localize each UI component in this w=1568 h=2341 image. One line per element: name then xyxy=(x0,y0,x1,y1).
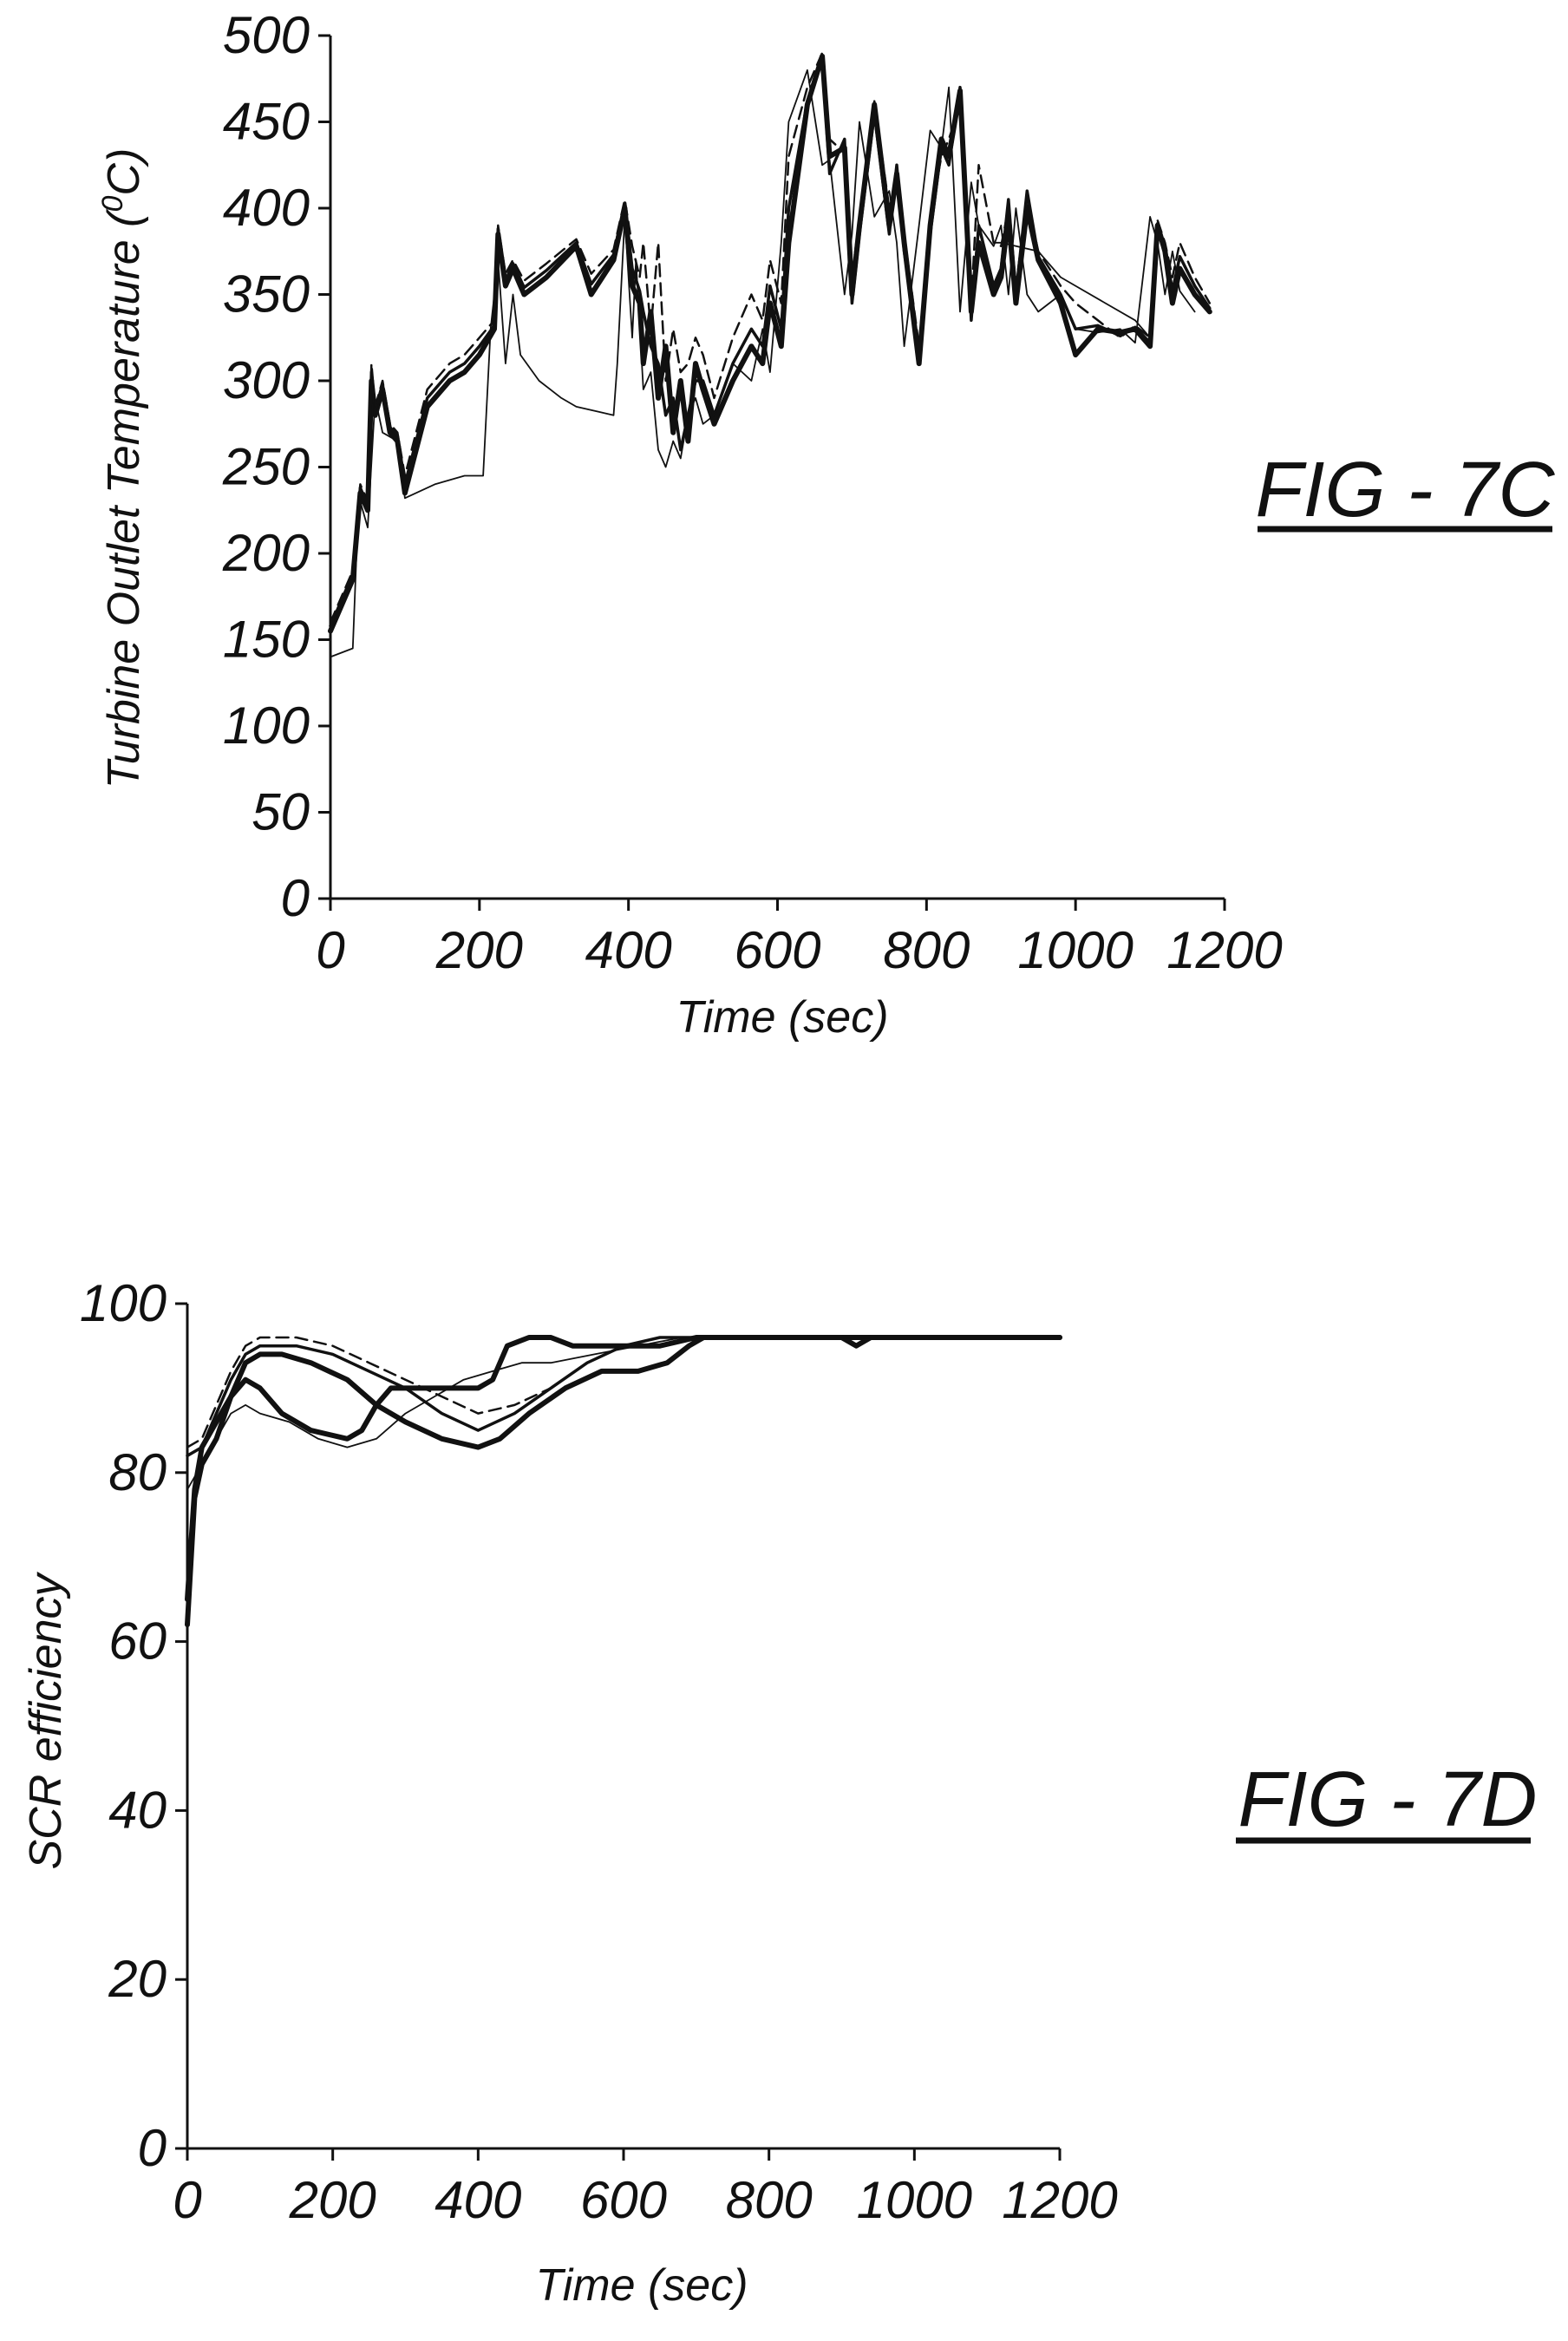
x-axis-label: Time (sec) xyxy=(535,2260,748,2311)
y-axis-label-superscript: 0 xyxy=(96,196,129,213)
y-tick-label: 0 xyxy=(138,2119,167,2177)
series-line-2 xyxy=(329,58,1212,628)
x-axis-label: Time (sec) xyxy=(676,992,888,1043)
y-tick-label: 350 xyxy=(223,265,310,324)
series-line-3 xyxy=(330,69,1196,658)
x-tick-label: 1200 xyxy=(1002,2171,1117,2229)
x-tick-label: 800 xyxy=(883,921,970,979)
series-line-1 xyxy=(185,1335,1062,1602)
y-axis-label: Turbine Outlet Temperature (0C) xyxy=(96,148,149,789)
x-tick-label: 200 xyxy=(289,2171,376,2229)
y-axis-label: SCR efficiency xyxy=(21,1572,71,1870)
x-tick-label: 400 xyxy=(434,2171,521,2229)
y-tick-label: 50 xyxy=(252,783,310,841)
x-tick-label: 400 xyxy=(585,921,672,979)
series-line-0 xyxy=(185,1335,1062,1628)
y-tick-label: 150 xyxy=(223,611,310,669)
x-tick-label: 1000 xyxy=(1017,921,1133,979)
figure-label-7c: FIG - 7C xyxy=(1255,447,1555,533)
y-tick-label: 100 xyxy=(80,1274,167,1332)
y-tick-label: 60 xyxy=(108,1612,167,1671)
series-line-2 xyxy=(186,1336,1062,1448)
y-tick-label: 0 xyxy=(281,869,310,927)
series-line-4 xyxy=(992,241,1151,339)
y-tick-label: 500 xyxy=(223,6,310,64)
y-tick-label: 40 xyxy=(108,1781,167,1839)
x-tick-label: 1200 xyxy=(1166,921,1282,979)
series-line-0 xyxy=(328,53,1212,634)
x-tick-label: 800 xyxy=(726,2171,813,2229)
x-tick-label: 0 xyxy=(173,2171,201,2229)
x-tick-label: 0 xyxy=(316,921,344,979)
y-axis-label-text: Turbine Outlet Temperature ( xyxy=(99,208,149,788)
y-tick-label: 400 xyxy=(223,179,310,237)
y-tick-label: 200 xyxy=(222,524,310,582)
chart-fig-7c: 0 200 400 600 800 1000 1200 0 50 100 150 200 250 300 3… xyxy=(96,6,1283,1043)
y-tick-label: 80 xyxy=(108,1443,167,1501)
figure-label-7d: FIG - 7D xyxy=(1238,1756,1537,1843)
y-tick-label: 100 xyxy=(223,696,310,755)
y-axis-label-unit: C) xyxy=(99,148,149,196)
chart-fig-7d: 0 200 400 600 800 1000 1200 0 20 40 60 80 100 Time (… xyxy=(21,1274,1118,2311)
y-tick-label: 450 xyxy=(223,93,310,151)
x-tick-label: 200 xyxy=(435,921,523,979)
series-line-4 xyxy=(186,1337,1061,1491)
x-tick-label: 1000 xyxy=(857,2171,972,2229)
y-tick-label: 20 xyxy=(108,1950,167,2008)
y-tick-label: 300 xyxy=(223,351,310,409)
y-tick-label: 250 xyxy=(222,438,310,496)
series-line-1 xyxy=(329,51,1212,624)
x-tick-label: 600 xyxy=(580,2171,667,2229)
x-tick-label: 600 xyxy=(734,921,820,979)
